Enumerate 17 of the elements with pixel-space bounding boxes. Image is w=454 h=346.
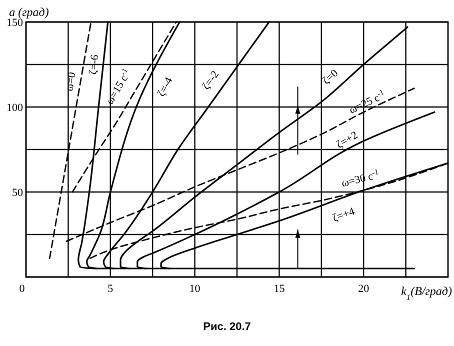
text: Рис. 20.7 [203,321,251,333]
y-tick-label: 150 [6,17,24,29]
x-tick-label: 0 [19,283,26,295]
text: ζ=+2 [334,129,360,152]
x-tick-label: 15 [274,283,286,295]
text: ζ=-4 [155,75,176,99]
text: ζ=0 [320,66,341,88]
x-tick-label: 20 [358,283,370,295]
x-tick-label: 5 [108,283,114,295]
x-tick-label: 10 [189,283,201,295]
text: ζ=+4 [331,205,357,225]
text: ζ=-6 [87,54,102,76]
y-axis-title: a (град) [9,5,49,19]
y-tick-label: 100 [6,102,24,114]
y-tick-label: 50 [12,187,24,199]
x-axis-title: k$_{1}$(В/град) [401,284,452,302]
text: ζ=-2 [200,68,222,92]
